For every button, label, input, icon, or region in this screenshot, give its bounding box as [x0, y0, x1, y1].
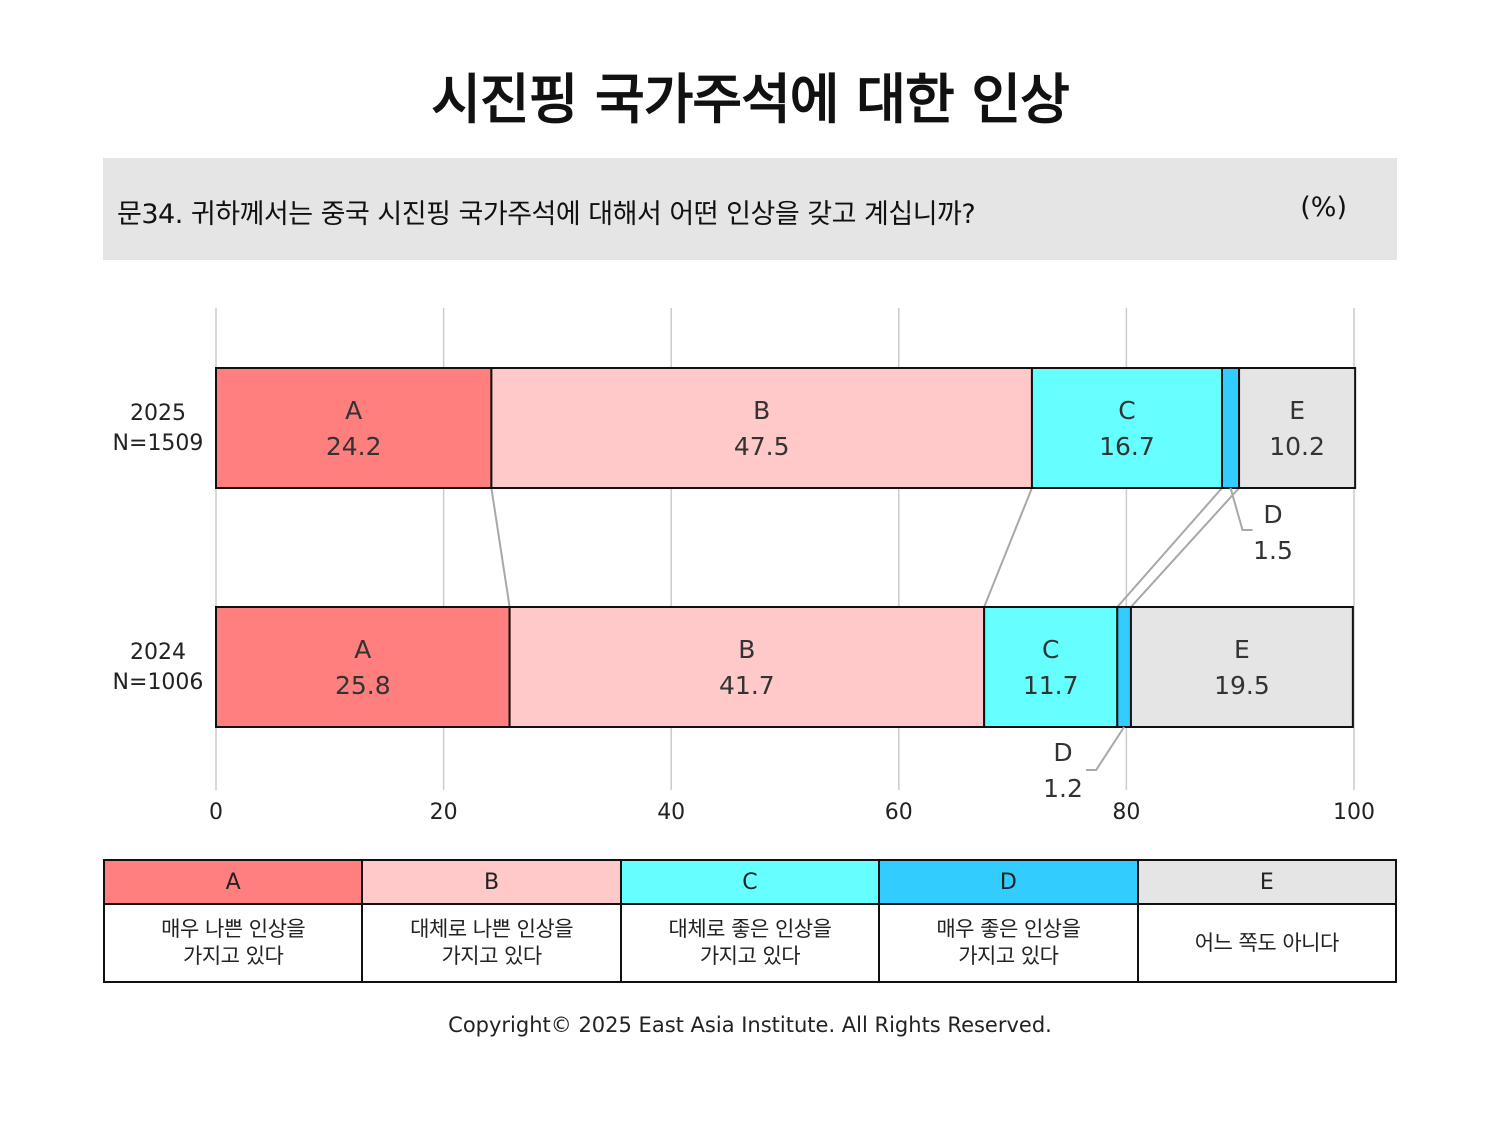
- bar-segment-b: [490, 367, 1033, 489]
- chart-title: 시진핑 국가주석에 대한 인상: [431, 68, 1070, 131]
- category-label: 2025: [130, 401, 186, 426]
- data-label: 41.7: [719, 671, 775, 700]
- data-label: 16.7: [1099, 432, 1155, 461]
- callout-name-label: D: [1053, 738, 1072, 767]
- segment-name-label: C: [1042, 635, 1059, 664]
- legend-description: 매우 좋은 인상을 가지고 있다: [878, 903, 1139, 983]
- bar-segment-e: [1129, 606, 1354, 728]
- segment-name-label: A: [345, 396, 362, 425]
- data-label: 19.5: [1214, 671, 1270, 700]
- unit-label: (%): [1300, 192, 1347, 223]
- connector-line: [490, 487, 511, 608]
- legend-key-b: B: [361, 859, 622, 905]
- bar-segment-d: [1220, 367, 1241, 489]
- category-sublabel: N=1006: [113, 670, 204, 695]
- bar-segment-c: [983, 606, 1119, 728]
- data-label: 25.8: [335, 671, 391, 700]
- segment-name-label: A: [354, 635, 371, 664]
- bar-segment-a: [215, 367, 493, 489]
- legend-description-row: 매우 나쁜 인상을 가지고 있다 대체로 나쁜 인상을 가지고 있다 대체로 좋은 …: [102, 903, 1398, 983]
- x-tick-label: 40: [657, 800, 685, 825]
- data-label: 47.5: [734, 432, 790, 461]
- x-tick-label: 80: [1112, 800, 1140, 825]
- x-tick-label: 60: [885, 800, 913, 825]
- data-label: 24.2: [326, 432, 382, 461]
- copyright-text: Copyright© 2025 East Asia Institute. All…: [448, 1013, 1052, 1037]
- bar-segment-a: [215, 606, 511, 728]
- callout-leader: [1086, 726, 1125, 771]
- question-text: 문34. 귀하께서는 중국 시진핑 국가주석에 대해서 어떤 인상을 갖고 계십…: [117, 199, 976, 230]
- segment-name-label: E: [1234, 635, 1250, 664]
- bar-segment-c: [1030, 367, 1223, 489]
- legend-key-e: E: [1136, 859, 1398, 905]
- callout-leader: [1229, 487, 1253, 531]
- category-sublabel: N=1509: [113, 431, 204, 456]
- callout-name-label: D: [1263, 500, 1282, 529]
- legend-description: 매우 나쁜 인상을 가지고 있다: [102, 903, 364, 983]
- segment-name-label: E: [1289, 396, 1305, 425]
- legend-description: 대체로 나쁜 인상을 가지고 있다: [361, 903, 622, 983]
- connector-line: [983, 487, 1033, 608]
- x-tick-label: 100: [1333, 800, 1375, 825]
- category-label: 2024: [130, 640, 186, 665]
- bar-segment-b: [508, 606, 986, 728]
- bar-segment-e: [1238, 367, 1357, 489]
- segment-name-label: B: [753, 396, 770, 425]
- question-bar: 문34. 귀하께서는 중국 시진핑 국가주석에 대해서 어떤 인상을 갖고 계십…: [103, 158, 1397, 260]
- data-label: 11.7: [1023, 671, 1079, 700]
- stacked-bar-chart: 0 20 40 60 80 100 A 24.2 B 47.5 C 16.7 E 10.2 2025 N=15…: [113, 308, 1375, 825]
- callout-value-label: 1.5: [1253, 536, 1293, 565]
- segment-name-label: C: [1118, 396, 1135, 425]
- legend-key-c: C: [619, 859, 881, 905]
- legend-description: 대체로 좋은 인상을 가지고 있다: [619, 903, 881, 983]
- segment-name-label: B: [738, 635, 755, 664]
- x-tick-label: 20: [430, 800, 458, 825]
- legend-key-a: A: [102, 859, 364, 905]
- data-label: 10.2: [1269, 432, 1325, 461]
- connector-line: [1116, 487, 1223, 608]
- callout-value-label: 1.2: [1043, 774, 1083, 803]
- legend-key-d: D: [878, 859, 1139, 905]
- legend-description: 어느 쪽도 아니다: [1136, 903, 1398, 983]
- x-tick-label: 0: [209, 800, 223, 825]
- connector-line: [1130, 487, 1240, 608]
- bar-segment-d: [1116, 606, 1132, 728]
